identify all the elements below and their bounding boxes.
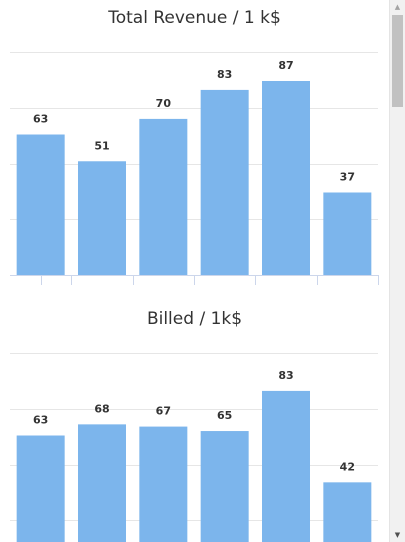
bar[interactable] [78, 424, 126, 542]
total-revenue-chart: Total Revenue / 1 k$ 63 51 70 83 87 37 [10, 8, 379, 285]
chart-title: Billed / 1k$ [147, 309, 242, 329]
data-label: 67 [156, 405, 171, 418]
data-label: 68 [94, 402, 109, 415]
bar[interactable] [200, 89, 249, 275]
bar[interactable] [139, 118, 188, 276]
bar[interactable] [262, 390, 310, 542]
bar[interactable] [323, 482, 372, 542]
billed-chart: Billed / 1k$ 63 68 67 65 83 42 [10, 309, 378, 542]
data-label: 37 [340, 170, 355, 183]
data-label: 65 [217, 409, 232, 422]
bar[interactable] [16, 435, 65, 542]
bar[interactable] [262, 80, 310, 276]
scroll-down-arrow-icon[interactable]: ▼ [394, 531, 401, 539]
bar[interactable] [16, 134, 65, 275]
scroll-up-arrow-icon[interactable]: ▲ [394, 3, 401, 11]
chart-title: Total Revenue / 1 k$ [107, 8, 281, 28]
bar[interactable] [139, 426, 188, 542]
data-label: 83 [217, 68, 232, 81]
data-label: 51 [94, 139, 109, 152]
bar[interactable] [200, 431, 249, 542]
bar[interactable] [323, 192, 372, 275]
charts-panel: Total Revenue / 1 k$ 63 51 70 83 87 37 Billed… [10, 8, 379, 542]
bar[interactable] [78, 161, 126, 275]
data-label: 87 [278, 59, 293, 72]
data-label: 63 [33, 113, 48, 126]
data-label: 42 [340, 460, 355, 473]
data-label: 70 [156, 97, 172, 110]
scrollbar-thumb[interactable] [392, 15, 403, 107]
vertical-scrollbar[interactable]: ▲ ▼ [389, 0, 405, 542]
data-label: 63 [33, 414, 48, 427]
data-label: 83 [278, 369, 293, 382]
